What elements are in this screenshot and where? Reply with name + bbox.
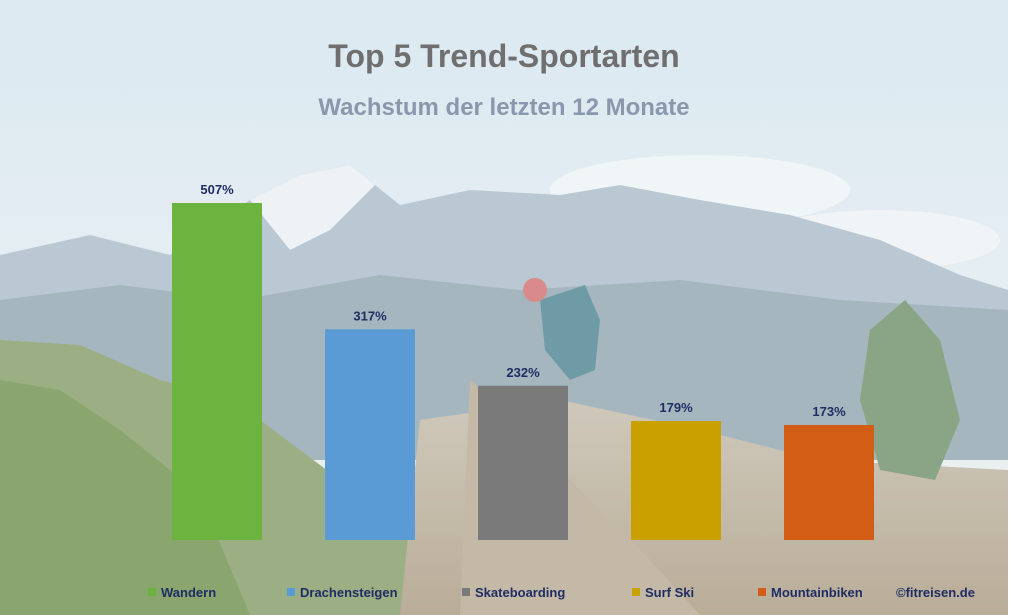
- data-label: 507%: [200, 182, 234, 197]
- legend-item: Skateboarding: [462, 585, 565, 600]
- bar-skateboarding: [478, 385, 568, 540]
- legend-label: Wandern: [161, 585, 217, 600]
- legend-swatch: [632, 588, 640, 596]
- legend-item: Wandern: [148, 585, 216, 600]
- bar-surf-ski: [631, 421, 721, 540]
- chart-subtitle: Wachstum der letzten 12 Monate: [318, 94, 690, 121]
- chart-title: Top 5 Trend-Sportarten: [328, 38, 680, 74]
- legend-swatch: [462, 588, 470, 596]
- source-credit: ©fitreisen.de: [896, 585, 975, 600]
- bar-mountainbiken: [784, 425, 874, 540]
- data-label: 232%: [506, 365, 540, 380]
- legend-swatch: [148, 588, 156, 596]
- legend-label: Drachensteigen: [300, 585, 398, 600]
- legend-label: Mountainbiken: [771, 585, 863, 600]
- legend-label: Skateboarding: [475, 585, 566, 600]
- legend-swatch: [758, 588, 766, 596]
- bar-wandern: [172, 203, 262, 540]
- legend-item: Mountainbiken: [758, 585, 863, 600]
- legend-swatch: [287, 588, 295, 596]
- legend-item: Drachensteigen: [287, 585, 398, 600]
- data-label: 173%: [812, 404, 846, 419]
- data-label: 317%: [353, 308, 387, 323]
- legend-label: Surf Ski: [645, 585, 695, 600]
- legend-item: Surf Ski: [632, 585, 694, 600]
- data-label: 179%: [659, 400, 693, 415]
- chart-legend: Wandern Drachensteigen Skateboarding Surf S…: [0, 583, 1008, 605]
- bar-drachensteigen: [325, 329, 415, 540]
